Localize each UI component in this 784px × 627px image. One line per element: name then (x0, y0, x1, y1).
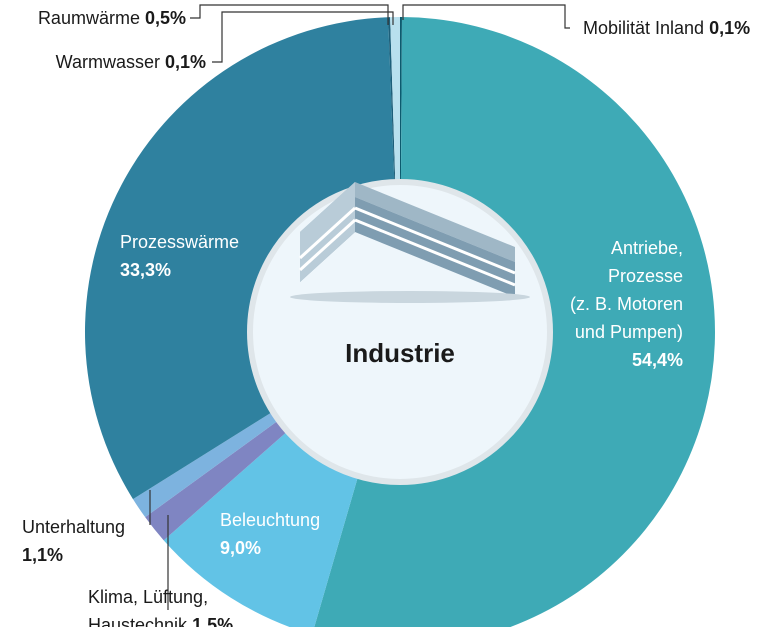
donut-slice (145, 420, 288, 541)
value-label: 1,5% (192, 615, 234, 627)
category-name: Mobilität Inland (583, 18, 705, 38)
value-label: 0,1% (709, 18, 751, 38)
center-title: Industrie (345, 338, 455, 368)
category-name: Unterhaltung (22, 517, 126, 537)
building-icon (290, 182, 530, 303)
slice-label: Raumwärme 0,5% (10, 4, 186, 32)
slice-label: Beleuchtung 9,0% (220, 506, 320, 562)
value-label: 1,1% (22, 545, 64, 565)
value-label: 0,1% (164, 52, 206, 72)
slice-label: Prozesswärme 33,3% (120, 228, 239, 284)
category-name: Raumwärme (37, 8, 140, 28)
category-name: Prozesswärme (120, 232, 240, 252)
value-label: 9,0% (220, 538, 262, 558)
value-label: 33,3% (120, 260, 172, 280)
donut-slice (314, 17, 715, 627)
donut-slice (132, 411, 279, 518)
category-name: Antriebe, Prozesse (z. B. Motoren und Pu… (569, 238, 683, 342)
donut-slice (390, 17, 400, 183)
category-name: Klima, Lüftung, Haustechnik (88, 587, 209, 627)
value-label: 0,5% (144, 8, 186, 28)
slices (85, 17, 715, 627)
slice-label: Warmwasser 0,1% (30, 48, 206, 76)
donut-slice (400, 17, 402, 183)
value-label: 54,4% (631, 350, 683, 370)
slice-label: Klima, Lüftung, Haustechnik 1,5% (88, 583, 233, 627)
slice-label: Antriebe, Prozesse (z. B. Motoren und Pu… (540, 234, 683, 374)
category-name: Warmwasser (55, 52, 160, 72)
slice-label: Mobilität Inland 0,1% (583, 14, 750, 42)
donut-slice (388, 17, 396, 183)
leader-lines (149, 4, 570, 610)
donut-slice (85, 17, 395, 500)
category-name: Beleuchtung (220, 510, 321, 530)
slice-label: Unterhaltung 1,1% (22, 513, 125, 569)
donut-slice (163, 431, 359, 627)
